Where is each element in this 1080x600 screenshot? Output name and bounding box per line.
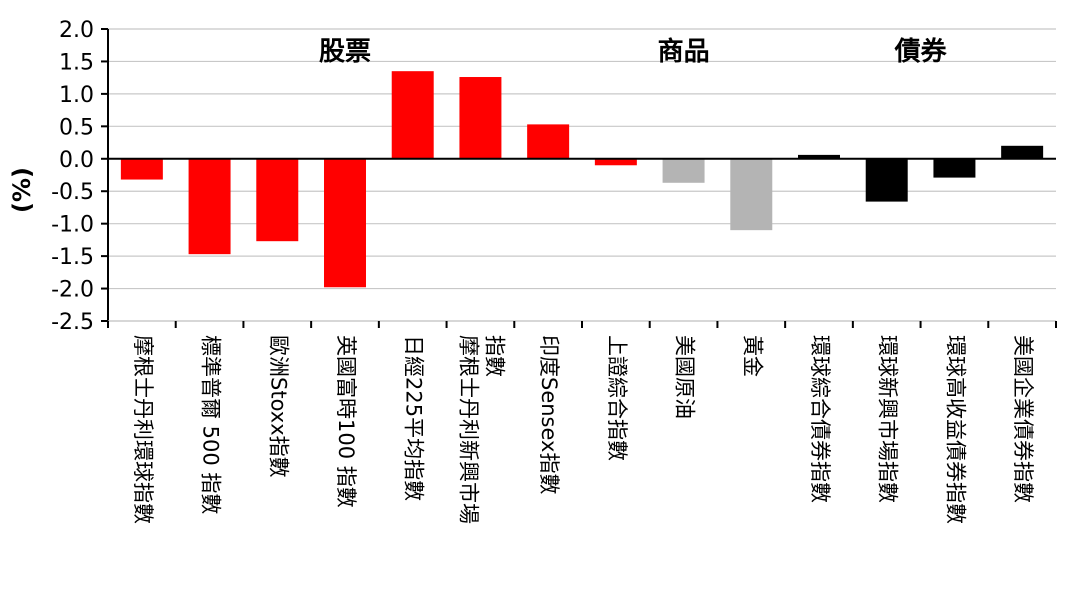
y-axis-label: (%)	[8, 167, 36, 213]
x-category-label: 指數	[482, 335, 506, 377]
y-tick-label: -2.5	[51, 310, 94, 335]
y-tick-label: 2.0	[59, 18, 94, 43]
group-label: 債券	[894, 37, 948, 67]
bar	[730, 158, 773, 231]
group-labels: 股票 商品 債券	[319, 36, 948, 67]
bar	[120, 158, 163, 180]
bar	[391, 71, 434, 159]
bar	[1001, 145, 1044, 159]
y-tick-label: -1.5	[51, 245, 94, 270]
x-category-label: 印度Sensex指數	[537, 335, 561, 494]
category-labels: 摩根士丹利環球指數 標準普爾 500 指數 歐洲Stoxx指數 英國富時100 指數 日…	[131, 335, 1035, 524]
x-category-label: 美國企業債券指數	[1011, 335, 1035, 503]
bar	[324, 158, 366, 288]
group-label: 股票	[319, 37, 371, 67]
bars	[120, 71, 1044, 288]
bar	[933, 158, 976, 178]
x-category-label: 黃金	[740, 335, 764, 377]
x-category-label: 美國原油	[673, 335, 697, 419]
bar	[188, 158, 231, 255]
x-category-label: 標準普爾 500 指數	[199, 335, 223, 514]
bar	[865, 158, 908, 202]
bar	[527, 124, 570, 159]
y-tick-label: 0.0	[59, 148, 94, 173]
y-tick-label: 0.5	[59, 115, 94, 140]
y-tick-label: -0.5	[51, 180, 94, 205]
group-label: 商品	[658, 36, 710, 67]
y-tick-label: -2.0	[51, 278, 94, 303]
x-category-label: 日經225平均指數	[402, 335, 426, 501]
x-category-label: 摩根士丹利新興市場	[456, 335, 480, 524]
y-tick-label: 1.5	[59, 50, 94, 75]
bar	[594, 158, 637, 166]
x-category-label: 環球新興市場指數	[876, 335, 900, 503]
x-category-label: 環球綜合債券指數	[808, 335, 832, 503]
bar	[662, 158, 705, 183]
gridlines	[108, 28, 1056, 322]
y-tick-label: -1.0	[51, 213, 94, 238]
bar	[459, 77, 502, 159]
y-tick-labels: 2.0 1.5 1.0 0.5 0.0 -0.5 -1.0 -1.5 -2.0 -2.5	[51, 18, 94, 335]
axes	[101, 28, 1057, 328]
x-category-label: 英國富時100 指數	[334, 335, 358, 508]
x-category-label: 摩根士丹利環球指數	[131, 335, 155, 524]
x-category-label: 環球高收益債券指數	[943, 335, 967, 524]
y-tick-label: 1.0	[59, 83, 94, 108]
x-category-label: 上證綜合指數	[605, 335, 629, 461]
x-category-label: 歐洲Stoxx指數	[266, 335, 290, 478]
bar	[798, 154, 840, 159]
bar	[256, 158, 299, 242]
